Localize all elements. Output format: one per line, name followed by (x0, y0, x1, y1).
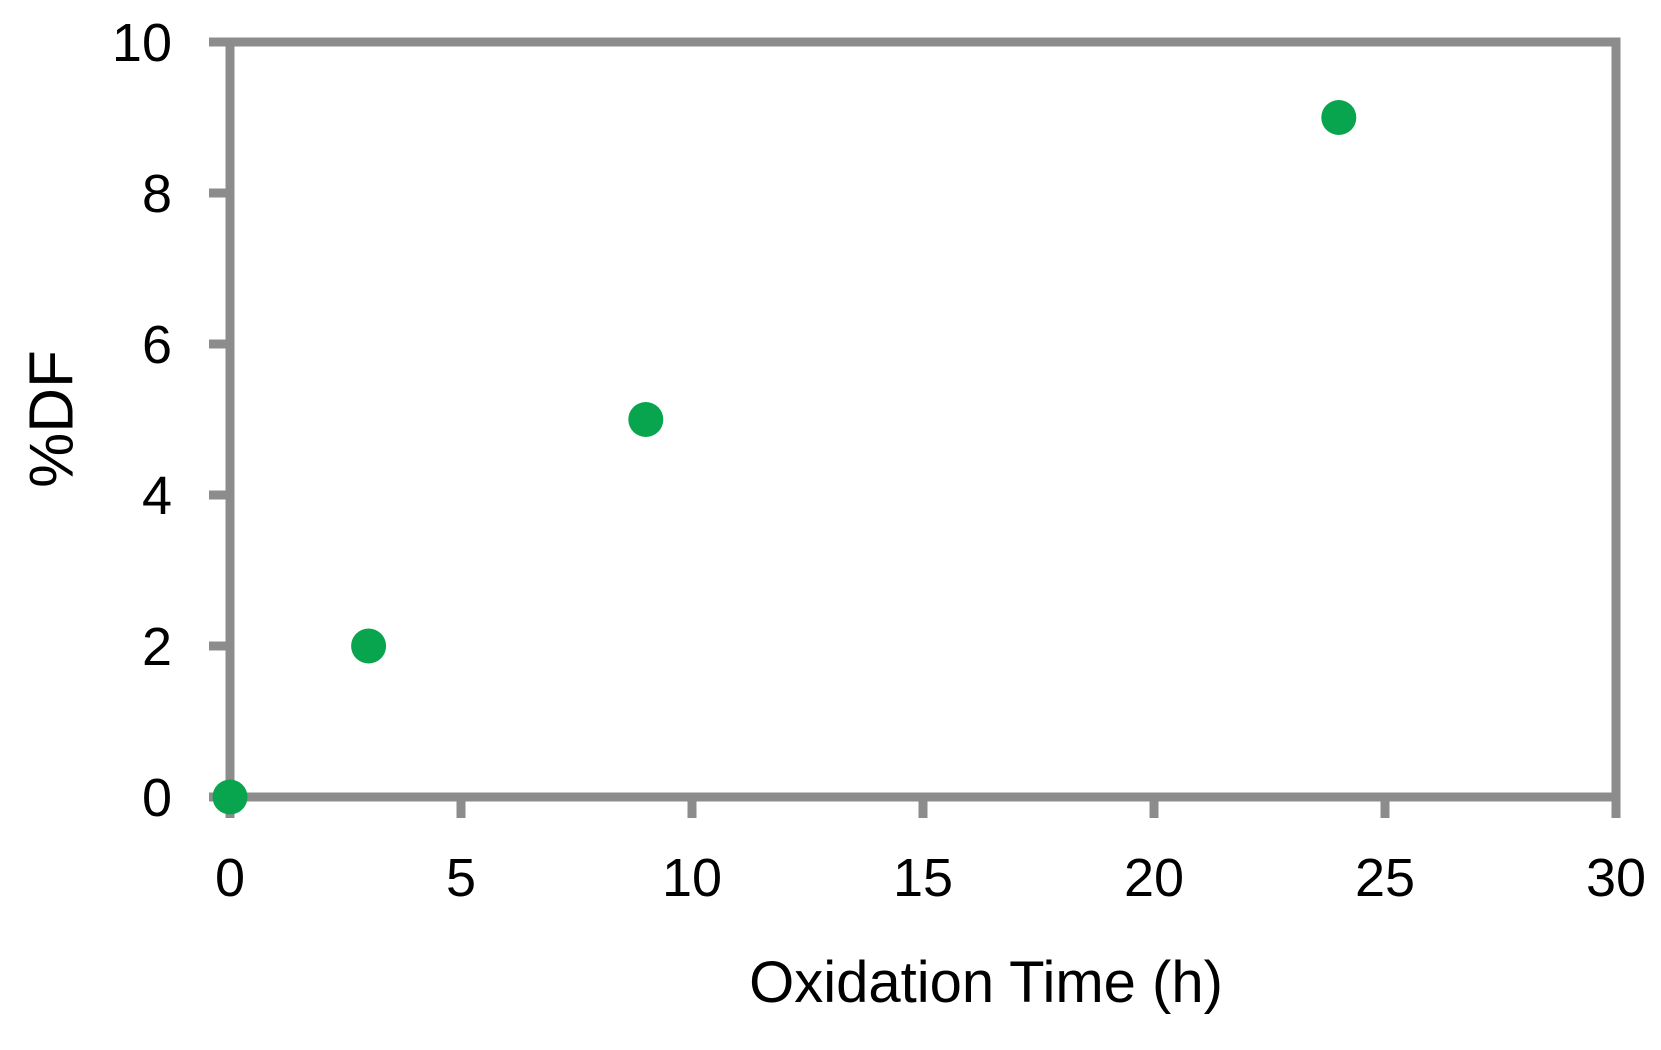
x-tick-label: 25 (1355, 848, 1415, 908)
data-point (628, 402, 664, 437)
x-tick-label: 5 (446, 848, 476, 908)
x-tick-label: 0 (215, 848, 245, 908)
y-tick-label: 10 (112, 13, 172, 73)
y-axis-title: %DF (18, 350, 87, 488)
plot-area-border (225, 37, 1621, 802)
data-point (212, 779, 248, 815)
data-point (351, 628, 387, 664)
y-tick-label: 0 (142, 768, 172, 828)
y-tick-label: 4 (142, 466, 172, 526)
x-tick-label: 20 (1124, 848, 1184, 908)
x-tick-label: 30 (1586, 848, 1646, 908)
x-tick-label: 10 (662, 848, 722, 908)
x-axis-title: Oxidation Time (h) (749, 950, 1223, 1015)
y-tick-label: 8 (142, 164, 172, 224)
x-tick-label: 15 (893, 848, 953, 908)
y-tick-label: 2 (142, 617, 172, 677)
data-point (1321, 100, 1357, 135)
y-tick-label: 6 (142, 315, 172, 375)
